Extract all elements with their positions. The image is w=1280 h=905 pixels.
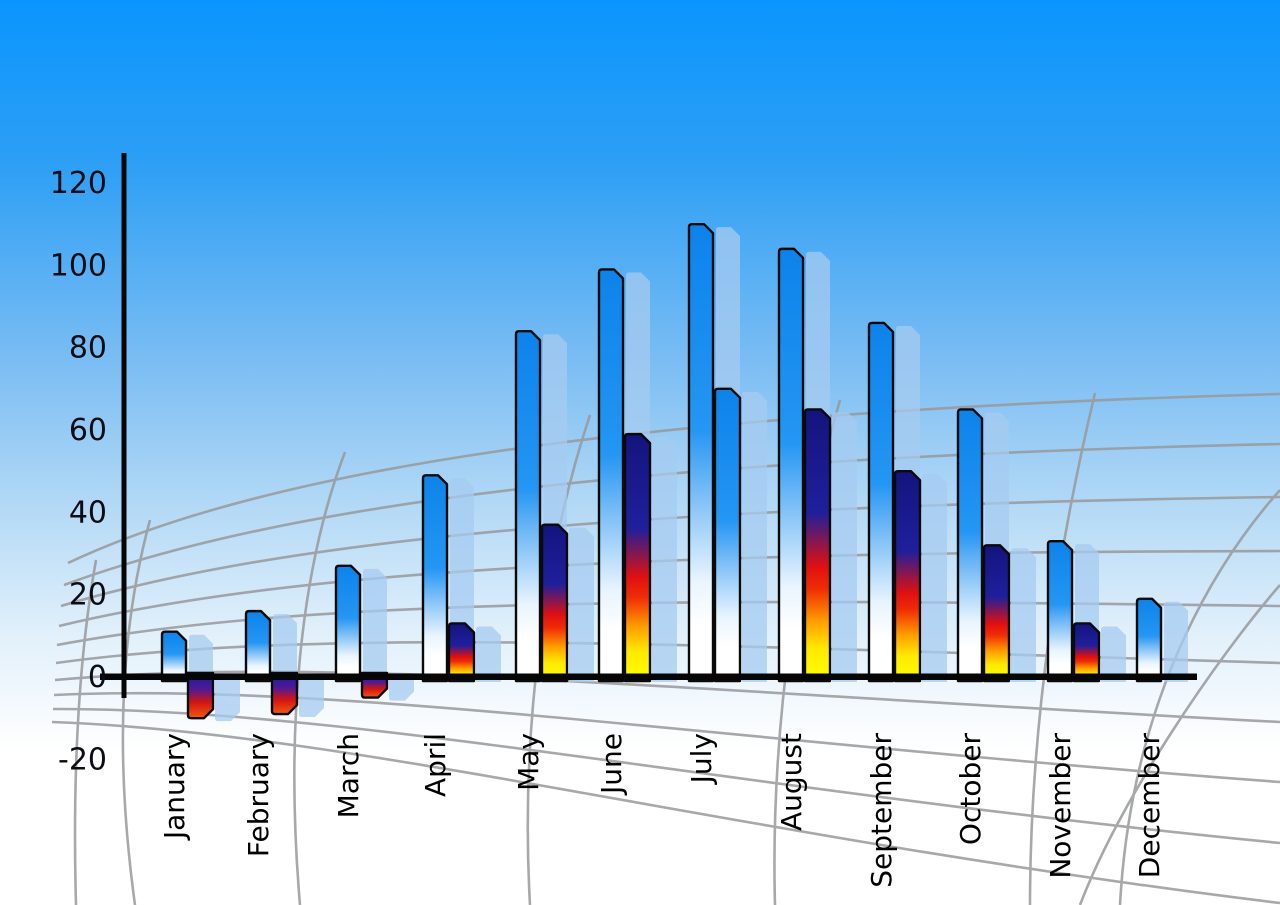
bar-february-series2 [270, 671, 299, 716]
bars [160, 222, 1163, 720]
y-axis-tick-60: 60 [69, 413, 107, 448]
bar-december-series1 [1135, 597, 1163, 683]
bar-february-series1 [244, 609, 272, 683]
x-axis-label-february: February [242, 733, 275, 857]
x-axis-line [100, 673, 1197, 680]
bar-october-series2 [982, 544, 1011, 683]
bar-january-series2-shadow [215, 676, 240, 722]
x-axis-label-june: June [595, 733, 628, 796]
y-axis-tick--20: -20 [58, 742, 107, 777]
y-axis-tick-0: 0 [88, 660, 107, 695]
bar-july-series1 [687, 222, 715, 683]
bar-january-series1 [160, 630, 188, 683]
bar-august-series1 [777, 247, 805, 683]
bar-june-series1 [597, 268, 625, 683]
bar-october-series2-shadow [1011, 548, 1036, 682]
x-axis-label-november: November [1044, 733, 1077, 879]
bar-october-series1 [956, 408, 984, 683]
bar-november-series1 [1046, 539, 1074, 683]
x-axis-label-january: January [158, 733, 191, 841]
bar-july-series2 [713, 387, 742, 683]
bar-march-series1-shadow [363, 568, 387, 682]
bar-june-series2 [623, 432, 652, 683]
bar-september-series1 [867, 321, 895, 683]
bar-november-series2-shadow [1101, 626, 1126, 682]
bar-may-series1 [514, 329, 542, 683]
x-axis-label-march: March [332, 733, 365, 818]
bar-january-series1-shadow [189, 634, 213, 682]
x-axis-month-labels: January February March April May June July Augu… [158, 733, 1166, 888]
bar-september-series2-shadow [922, 474, 947, 682]
y-axis-line [121, 153, 127, 698]
y-axis-tick-20: 20 [69, 578, 107, 613]
bar-february-series1-shadow [273, 614, 297, 682]
bar-december-series1-shadow [1164, 601, 1188, 682]
bar-january-series2 [186, 671, 215, 720]
y-axis-tick-80: 80 [69, 331, 107, 366]
y-axis-labels: 120 100 80 60 40 20 0 -20 [50, 166, 107, 777]
bar-february-series2-shadow [299, 676, 324, 718]
bar-may-series2-shadow [569, 527, 594, 682]
x-axis-label-december: December [1133, 733, 1166, 879]
bar-september-series2 [893, 469, 922, 683]
bar-march-series2-shadow [389, 676, 414, 701]
bar-april-series1 [421, 474, 449, 683]
bar-november-series2 [1072, 622, 1101, 683]
y-axis-tick-120: 120 [50, 166, 107, 201]
bar-july-series2-shadow [742, 391, 767, 682]
bar-april-series2-shadow [476, 626, 501, 682]
x-axis-label-april: April [419, 733, 452, 797]
x-axis-label-october: October [954, 733, 987, 846]
y-axis-tick-40: 40 [69, 495, 107, 530]
bar-august-series2 [803, 408, 832, 683]
bar-august-series2-shadow [832, 412, 857, 682]
x-axis-label-september: September [865, 733, 898, 888]
x-axis-label-may: May [512, 733, 545, 791]
x-axis-label-july: July [685, 733, 718, 785]
bar-may-series2 [540, 523, 569, 683]
bar-june-series2-shadow [652, 437, 677, 682]
bar-april-series2 [447, 622, 476, 683]
y-axis-tick-100: 100 [50, 248, 107, 283]
x-axis-label-august: August [775, 733, 808, 831]
bar-march-series1 [334, 564, 362, 683]
